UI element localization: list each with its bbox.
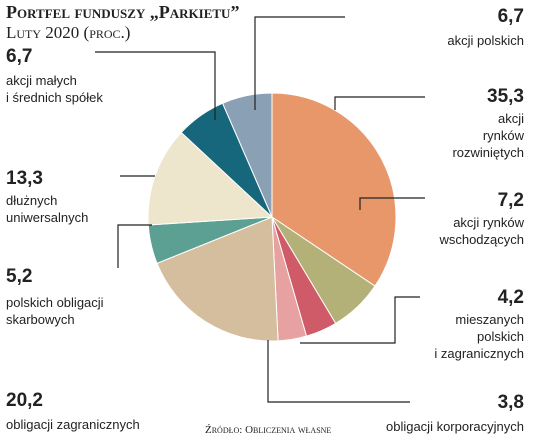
value-label: 7,2	[497, 190, 524, 211]
value-label: 4,2	[497, 287, 524, 308]
pie-slice	[271, 92, 397, 287]
leader-line	[267, 340, 410, 403]
category-label: akcji polskich	[447, 33, 524, 48]
category-label: akcji małych i średnich spółek	[6, 73, 103, 105]
value-label: 20,2	[6, 390, 43, 411]
leader-line	[334, 96, 425, 110]
pie-slice	[180, 102, 273, 218]
value-label: 35,3	[487, 86, 524, 107]
value-label: 6,7	[6, 46, 33, 67]
category-label: mieszanych polskich i zagranicznych	[434, 312, 524, 361]
pie-slice	[156, 216, 279, 342]
value-label: 6,7	[497, 6, 524, 27]
pie-slice	[147, 131, 274, 226]
chart-subtitle: Luty 2020 (proc.)	[6, 23, 131, 42]
category-label: obligacji korporacyjnych	[385, 419, 524, 434]
leader-line	[359, 197, 425, 210]
category-label: obligacji zagranicznych	[6, 417, 140, 432]
leader-line	[117, 224, 152, 268]
value-label: 5,2	[6, 266, 33, 287]
category-label: polskich obligacji skarbowych	[6, 295, 104, 327]
leader-line	[300, 296, 420, 344]
category-label: dłużnych uniwersalnych	[6, 193, 89, 225]
value-label: 3,8	[497, 392, 524, 413]
leader-line	[95, 51, 216, 120]
category-label: akcji rynków wschodzących	[439, 215, 524, 247]
source-note: Źródło: Obliczenia własne	[205, 424, 332, 436]
value-label: 13,3	[6, 168, 43, 189]
leader-line	[254, 16, 345, 110]
chart-title: Portfel funduszy „Parkietu”	[6, 2, 240, 22]
category-label: akcji rynków rozwiniętych	[452, 111, 524, 160]
